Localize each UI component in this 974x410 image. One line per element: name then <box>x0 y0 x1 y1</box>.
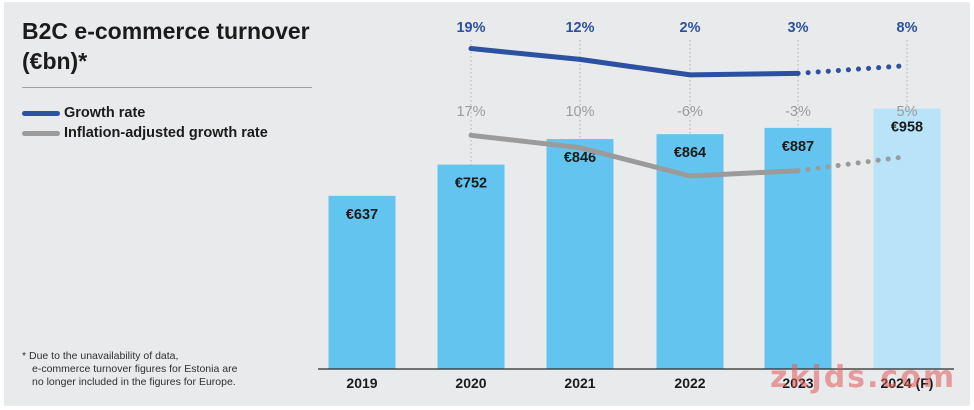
line-growth-rate-forecast <box>795 63 910 76</box>
title-divider <box>22 87 312 88</box>
line-label-growth-rate-2024-f: 8% <box>897 20 918 36</box>
bar-value-label-2019: €637 <box>346 207 378 223</box>
x-tick-label-2020: 2020 <box>455 375 486 391</box>
x-tick-label-2019: 2019 <box>346 375 377 391</box>
footnote-line-3: no longer included in the figures for Eu… <box>32 376 236 388</box>
line-inflation-adjusted-growth-rate-actual <box>468 132 801 179</box>
bar-value-label-2020: €752 <box>455 176 487 192</box>
bar-2021 <box>546 139 614 369</box>
bar-value-label-2024-f: €958 <box>891 120 923 136</box>
legend-swatch-growth-rate <box>22 110 60 116</box>
legend-label-inflation-adjusted: Inflation-adjusted growth rate <box>64 125 268 141</box>
bar-value-label-2023: €887 <box>782 139 814 155</box>
bar-2023 <box>764 127 832 369</box>
line-inflation-adjusted-growth-rate-forecast <box>795 154 910 174</box>
legend-swatch-inflation-adjusted <box>22 130 60 136</box>
footnote-line-2: e-commerce turnover figures for Estonia … <box>32 363 238 375</box>
line-growth-rate-actual <box>468 46 801 78</box>
x-tick-label-2024-f: 2024 (F) <box>881 375 934 391</box>
x-tick-label-2021: 2021 <box>564 375 595 391</box>
footnote-line-1: * Due to the unavailability of data, <box>22 350 179 362</box>
bar-2024-f <box>873 108 941 370</box>
x-tick-label-2022: 2022 <box>674 375 705 391</box>
line-label-inflation-adjusted-growth-rate-2023: -3% <box>785 104 811 120</box>
chart-title: B2C e-commerce turnover (€bn)* <box>22 18 310 74</box>
legend-item-growth-rate: Growth rate <box>22 104 268 122</box>
legend-item-inflation-adjusted: Inflation-adjusted growth rate <box>22 124 268 142</box>
x-tick-label-2023: 2023 <box>782 375 813 391</box>
line-label-growth-rate-2021: 12% <box>565 20 594 36</box>
line-label-growth-rate-2022: 2% <box>680 20 701 36</box>
legend-label-growth-rate: Growth rate <box>64 105 146 121</box>
watermark: zkjds.com <box>770 360 957 395</box>
line-label-inflation-adjusted-growth-rate-2022: -6% <box>677 104 703 120</box>
legend: Growth rate Inflation-adjusted growth ra… <box>22 104 268 144</box>
bar-value-label-2022: €864 <box>674 145 706 161</box>
line-label-inflation-adjusted-growth-rate-2024-f: 5% <box>897 104 918 120</box>
line-label-growth-rate-2023: 3% <box>788 20 809 36</box>
bar-2019 <box>328 195 396 369</box>
footnote: * Due to the unavailability of data, e-c… <box>22 350 312 389</box>
line-label-growth-rate-2020: 19% <box>456 20 485 36</box>
line-label-inflation-adjusted-growth-rate-2020: 17% <box>456 104 485 120</box>
bar-2020 <box>437 164 505 369</box>
bar-value-label-2021: €846 <box>564 150 596 166</box>
line-label-inflation-adjusted-growth-rate-2021: 10% <box>565 104 594 120</box>
